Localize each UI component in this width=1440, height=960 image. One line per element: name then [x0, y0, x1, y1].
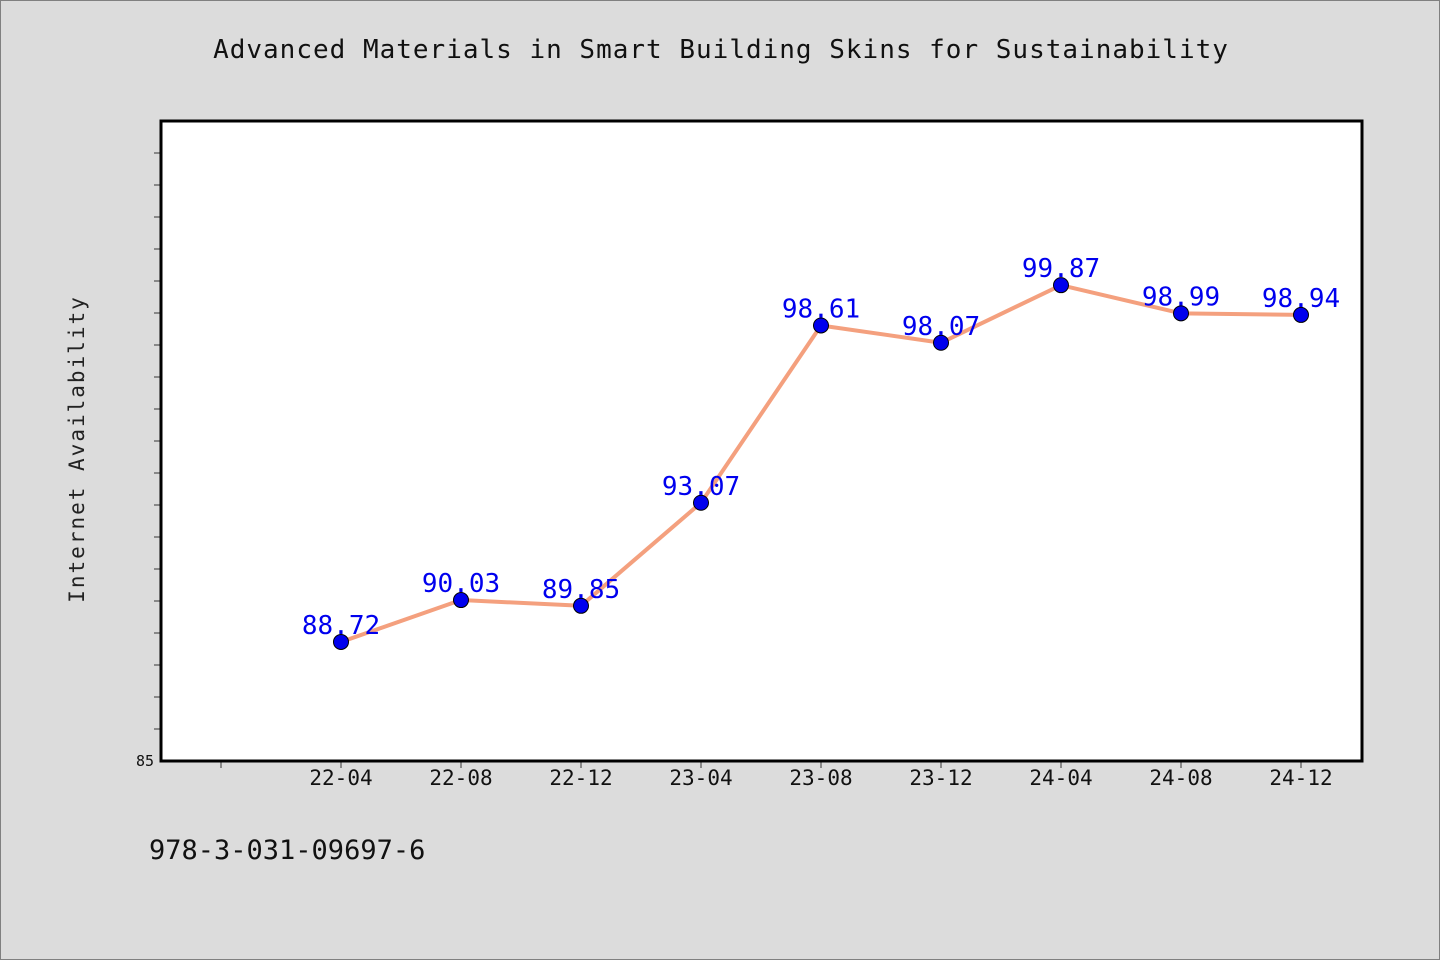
data-point [1173, 305, 1189, 322]
data-label: 98.99 [1142, 282, 1220, 312]
x-tick-label: 23-12 [909, 766, 972, 790]
data-point [933, 334, 949, 351]
data-label: 88.72 [302, 611, 380, 641]
data-label: 98.94 [1262, 284, 1340, 314]
plot-area [161, 121, 1362, 761]
data-label: 99.87 [1022, 254, 1100, 284]
data-point [333, 633, 349, 650]
data-point [813, 317, 829, 334]
data-point [1293, 306, 1309, 323]
x-tick-label: 24-04 [1029, 766, 1092, 790]
x-tick-label: 24-08 [1149, 766, 1212, 790]
data-point [1053, 277, 1069, 294]
x-tick-label: 22-08 [429, 766, 492, 790]
x-tick-label: 24-12 [1269, 766, 1332, 790]
x-tick-label: 23-04 [669, 766, 732, 790]
y-tick-label: 85 [136, 752, 154, 770]
data-point [573, 597, 589, 614]
data-point [693, 494, 709, 511]
plot-frame [159, 119, 1364, 763]
chart-title: Advanced Materials in Smart Building Ski… [213, 35, 1229, 65]
x-tick-label: 23-08 [789, 766, 852, 790]
x-tick-label: 22-12 [549, 766, 612, 790]
data-label: 93.07 [662, 472, 740, 502]
x-tick-label: 22-04 [309, 766, 372, 790]
footer-identifier: 978-3-031-09697-6 [149, 835, 426, 866]
data-label: 89.85 [542, 575, 620, 605]
data-label: 98.61 [782, 294, 860, 324]
data-point [453, 592, 469, 609]
data-label: 98.07 [902, 312, 980, 342]
data-label: 90.03 [422, 569, 500, 599]
